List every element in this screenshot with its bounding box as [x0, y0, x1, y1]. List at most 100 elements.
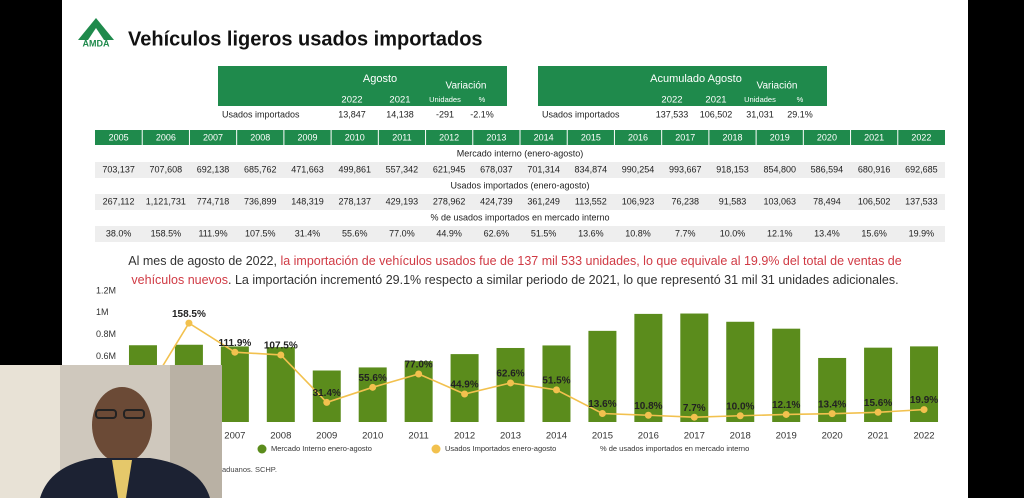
data-label: 10.8%	[634, 401, 662, 412]
table-cell: 76,238	[672, 196, 700, 206]
highlight: la importación de vehículos usados fue d…	[131, 254, 902, 287]
year-header: 2010	[345, 132, 365, 142]
table-cell: 278,962	[433, 196, 466, 206]
table-cell: 148,319	[291, 196, 324, 206]
table-cell: 621,945	[433, 164, 466, 174]
data-label: 31.4%	[313, 388, 341, 399]
table-cell: 424,739	[480, 196, 513, 206]
summary-value: 29.1%	[787, 109, 813, 119]
slide-title: Vehículos ligeros usados importados	[128, 28, 483, 50]
legend-marker	[431, 444, 441, 454]
year-header: 2013	[486, 132, 506, 142]
x-tick-label: 2014	[546, 431, 567, 442]
line-marker	[736, 412, 744, 420]
bar	[358, 367, 387, 422]
table-cell: 918,153	[716, 164, 749, 174]
bar	[542, 345, 571, 422]
table-cell: 429,193	[386, 196, 419, 206]
year-header: 2017	[675, 132, 695, 142]
summary-value: 137,533	[656, 109, 689, 119]
summary-column: 2022	[341, 95, 362, 106]
row-bg	[95, 162, 945, 178]
year-header: 2021	[864, 132, 884, 142]
data-label: 10.0%	[726, 401, 754, 412]
bar	[680, 313, 709, 422]
x-tick-label: 2010	[362, 431, 383, 442]
table-cell: 13.6%	[578, 228, 604, 238]
x-tick-label: 2012	[454, 431, 475, 442]
section-title: Usados importados (enero-agosto)	[450, 180, 589, 190]
table-cell: 113,552	[575, 196, 607, 206]
data-label: 107.5%	[264, 341, 298, 352]
table-cell: 854,800	[763, 164, 796, 174]
summary-column: 2022	[661, 95, 682, 106]
data-label: 62.6%	[496, 369, 524, 380]
table-cell: 586,594	[811, 164, 844, 174]
bar	[220, 346, 249, 422]
summary-column: 2021	[705, 95, 726, 106]
x-tick-label: 2017	[684, 431, 705, 442]
summary-value: 13,847	[338, 109, 366, 119]
table-cell: 361,249	[527, 196, 560, 206]
line-marker	[920, 406, 928, 414]
text: . La importación incrementó 29.1% respec…	[228, 273, 899, 287]
data-label: 77.0%	[404, 360, 432, 371]
y-tick-label: 1M	[96, 307, 109, 317]
table-cell: 103,063	[763, 196, 796, 206]
line-marker	[690, 413, 698, 421]
table-cell: 51.5%	[531, 228, 557, 238]
x-tick-label: 2013	[500, 431, 521, 442]
summary-value: 106,502	[700, 109, 733, 119]
table-cell: 557,342	[386, 164, 419, 174]
table-cell: 703,137	[102, 164, 135, 174]
line-marker	[323, 398, 331, 406]
year-header: 2014	[534, 132, 554, 142]
x-tick-label: 2007	[224, 431, 245, 442]
table-cell: 678,037	[480, 164, 513, 174]
summary-value: 14,138	[386, 109, 414, 119]
text: Al mes de agosto de 2022,	[128, 254, 281, 268]
table-cell: 834,874	[575, 164, 608, 174]
year-header: 2022	[911, 132, 931, 142]
bar	[266, 347, 295, 422]
table-cell: 19.9%	[909, 228, 935, 238]
table-cell: 267,112	[103, 196, 135, 206]
line-marker	[231, 348, 239, 356]
data-label: 15.6%	[864, 398, 892, 409]
data-label: 38.0%	[129, 384, 157, 395]
x-tick-label: 2021	[868, 431, 889, 442]
bar	[726, 321, 755, 422]
bar	[634, 313, 663, 422]
x-tick-label: 2022	[913, 431, 934, 442]
table-cell: 10.0%	[720, 228, 746, 238]
line-marker	[185, 319, 193, 327]
summary-variation: Variación	[446, 81, 487, 92]
summary-column: Unidades	[744, 95, 776, 104]
table-cell: 692,685	[905, 164, 938, 174]
data-label: 13.4%	[818, 399, 846, 410]
slide-bg	[62, 0, 968, 498]
summary-column: %	[797, 95, 804, 104]
table-cell: 62.6%	[484, 228, 510, 238]
table-cell: 736,899	[244, 196, 277, 206]
line-marker	[139, 394, 147, 402]
summary-row-label: Usados importados	[222, 109, 300, 119]
table-cell: 990,254	[622, 164, 655, 174]
summary-value: -2.1%	[470, 109, 494, 119]
table-cell: 38.0%	[106, 228, 132, 238]
summary-column: %	[479, 95, 486, 104]
line-marker	[874, 408, 882, 416]
table-cell: 44.9%	[436, 228, 462, 238]
table-cell: 77.0%	[389, 228, 415, 238]
x-tick-label: 2009	[316, 431, 337, 442]
x-tick-label: 2020	[822, 431, 843, 442]
row-bg	[95, 226, 945, 242]
bar	[450, 354, 479, 422]
x-tick-label: 2015	[592, 431, 613, 442]
line-marker	[552, 386, 560, 394]
bar	[772, 328, 801, 422]
year-header: 2016	[628, 132, 648, 142]
summary-column: 2021	[389, 95, 410, 106]
table-cell: 12.1%	[767, 228, 793, 238]
